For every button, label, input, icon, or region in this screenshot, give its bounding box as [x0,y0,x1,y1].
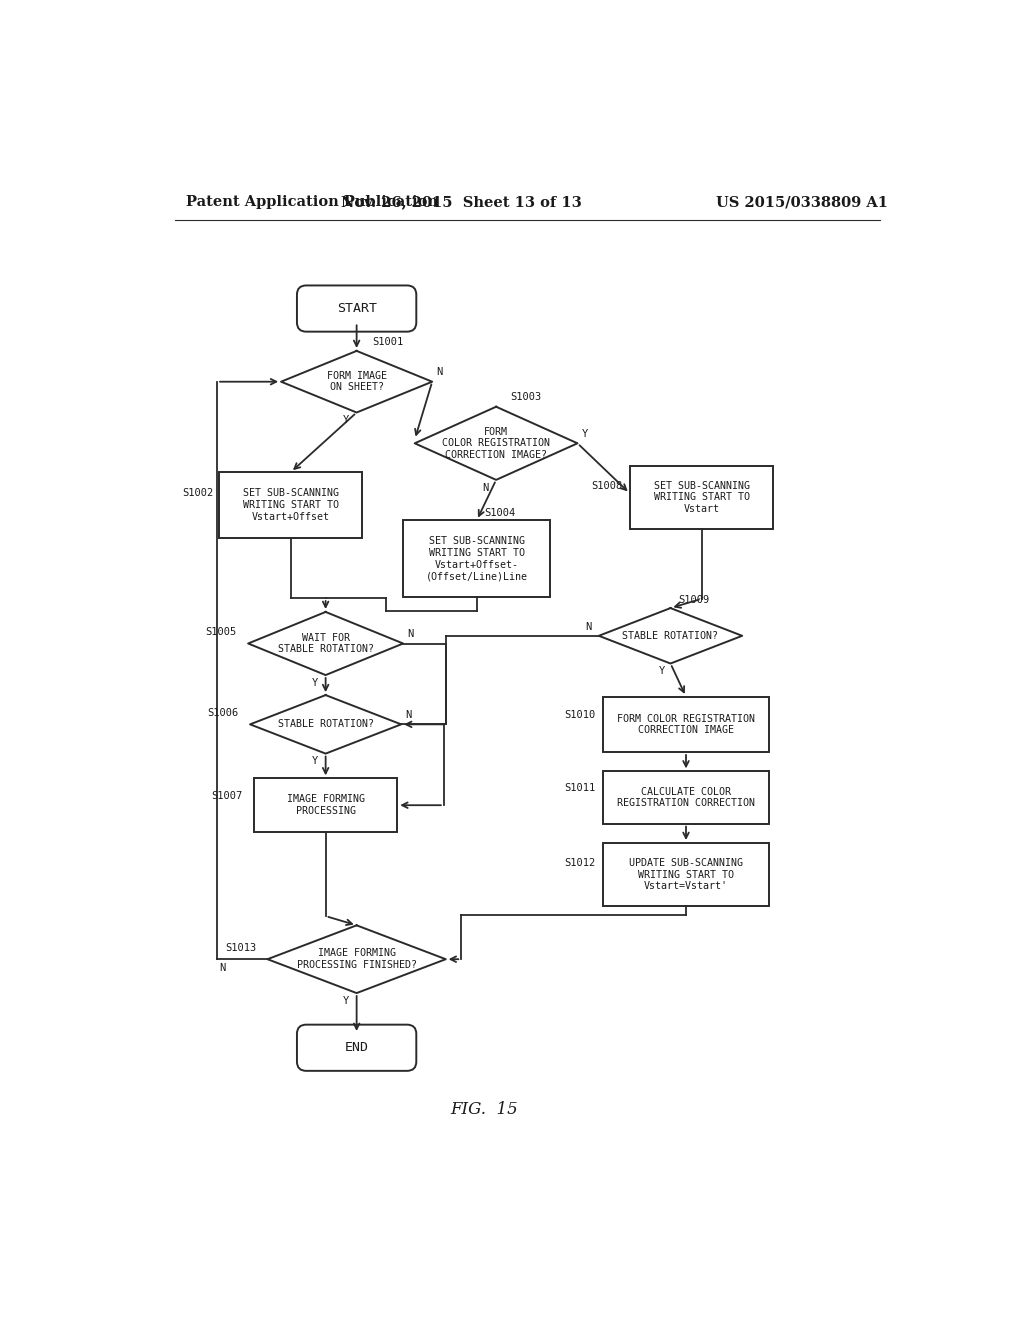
Text: END: END [345,1041,369,1055]
Text: START: START [337,302,377,315]
Text: IMAGE FORMING
PROCESSING FINISHED?: IMAGE FORMING PROCESSING FINISHED? [297,948,417,970]
Text: STABLE ROTATION?: STABLE ROTATION? [278,719,374,730]
Text: FORM IMAGE
ON SHEET?: FORM IMAGE ON SHEET? [327,371,387,392]
Text: S1008: S1008 [591,480,623,491]
Text: STABLE ROTATION?: STABLE ROTATION? [623,631,719,640]
Text: N: N [219,964,225,973]
Text: UPDATE SUB-SCANNING
WRITING START TO
Vstart=Vstart': UPDATE SUB-SCANNING WRITING START TO Vst… [629,858,743,891]
Text: SET SUB-SCANNING
WRITING START TO
Vstart: SET SUB-SCANNING WRITING START TO Vstart [653,480,750,513]
Text: S1005: S1005 [206,627,237,638]
Text: S1006: S1006 [208,708,239,718]
Text: N: N [406,710,412,721]
Text: Y: Y [343,416,349,425]
Text: Y: Y [343,995,349,1006]
Text: N: N [407,630,414,639]
Bar [603,771,769,824]
Text: N: N [436,367,442,378]
Text: Patent Application Publication: Patent Application Publication [186,195,438,210]
Text: N: N [482,483,488,492]
Text: S1011: S1011 [564,783,595,793]
FancyBboxPatch shape [297,1024,417,1071]
Text: WAIT FOR
STABLE ROTATION?: WAIT FOR STABLE ROTATION? [278,632,374,655]
Text: US 2015/0338809 A1: US 2015/0338809 A1 [716,195,888,210]
Text: FORM COLOR REGISTRATION
CORRECTION IMAGE: FORM COLOR REGISTRATION CORRECTION IMAGE [617,714,755,735]
Text: FIG.  15: FIG. 15 [451,1101,518,1118]
Bar [254,779,397,832]
Text: S1013: S1013 [225,942,256,953]
Text: Nov. 26, 2015  Sheet 13 of 13: Nov. 26, 2015 Sheet 13 of 13 [341,195,582,210]
FancyBboxPatch shape [297,285,417,331]
Text: S1009: S1009 [678,595,710,606]
Bar [603,697,769,752]
Text: N: N [585,622,591,631]
Text: Y: Y [311,677,317,688]
Text: S1010: S1010 [564,710,595,721]
Text: SET SUB-SCANNING
WRITING START TO
Vstart+Offset: SET SUB-SCANNING WRITING START TO Vstart… [243,488,339,521]
Text: S1004: S1004 [484,508,516,517]
Text: S1001: S1001 [372,337,403,347]
Text: S1003: S1003 [510,392,542,403]
Text: Y: Y [658,667,666,676]
Text: FORM
COLOR REGISTRATION
CORRECTION IMAGE?: FORM COLOR REGISTRATION CORRECTION IMAGE… [442,426,550,459]
Text: S1012: S1012 [564,858,595,869]
Text: S1007: S1007 [211,791,243,801]
Bar [219,473,362,537]
Bar [403,520,550,597]
Text: Y: Y [311,756,317,767]
Bar [603,843,769,906]
Text: S1002: S1002 [182,488,213,499]
Text: CALCULATE COLOR
REGISTRATION CORRECTION: CALCULATE COLOR REGISTRATION CORRECTION [617,787,755,808]
Bar [630,466,773,529]
Text: IMAGE FORMING
PROCESSING: IMAGE FORMING PROCESSING [287,795,365,816]
Text: Y: Y [582,429,588,440]
Text: SET SUB-SCANNING
WRITING START TO
Vstart+Offset-
(Offset/Line)Line: SET SUB-SCANNING WRITING START TO Vstart… [426,536,527,581]
